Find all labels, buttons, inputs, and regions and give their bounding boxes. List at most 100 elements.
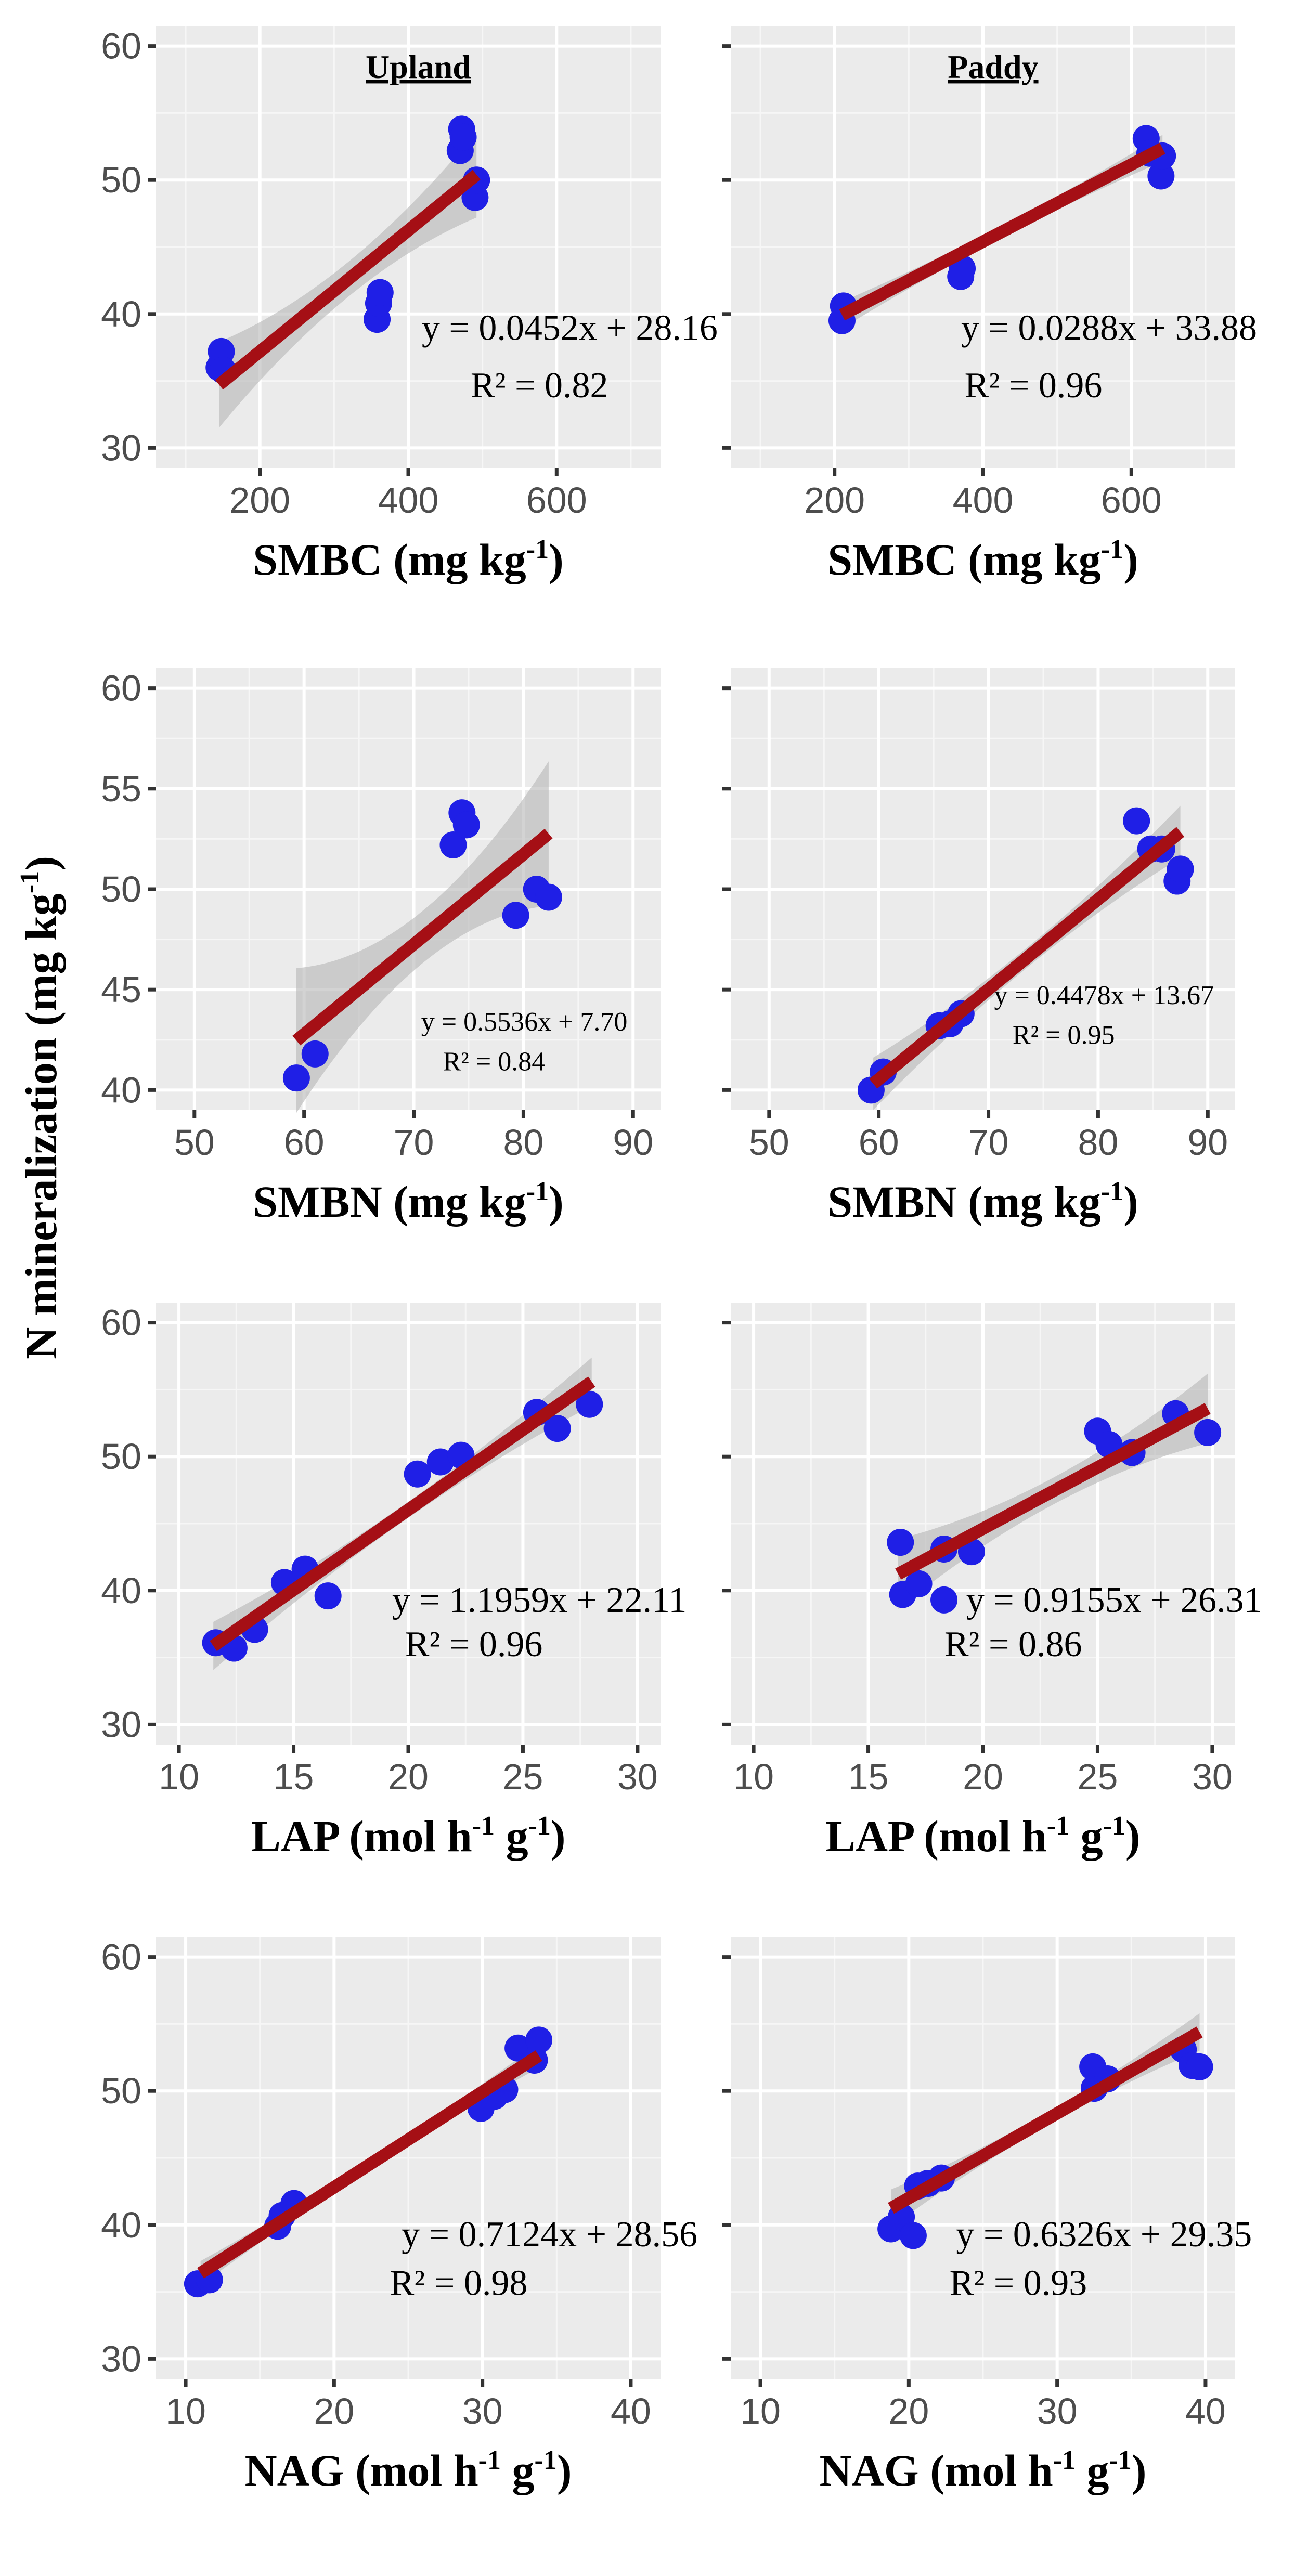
x-tick-label: 30 <box>462 2391 503 2431</box>
panels-container: 30 40 50 60 200 400 600 y = 0.0452x + 28.16 R² =… <box>101 26 1262 2495</box>
data-point <box>1147 162 1175 190</box>
y-tick-label: 55 <box>101 769 141 809</box>
y-tick-label: 40 <box>101 1070 141 1110</box>
scatter-panel-5: 30 40 50 60 10 15 20 25 30 y = 1.1959x + 22.11R² … <box>101 1303 687 1861</box>
y-tick-label: 30 <box>101 2338 141 2379</box>
x-tick-label: 10 <box>159 1757 199 1797</box>
x-tick-label: 60 <box>284 1122 325 1163</box>
x-tick-label: 90 <box>613 1122 653 1163</box>
data-point <box>525 2026 553 2054</box>
regression-line <box>888 2026 1203 2214</box>
r-squared-label: R² = 0.98 <box>390 2263 528 2304</box>
x-tick-label: 50 <box>174 1122 215 1163</box>
scatter-panel-8: 10 20 30 40 y = 0.6326x + 29.35 R² = 0.93 NAG … <box>722 1937 1252 2495</box>
y-tick-label: 60 <box>101 1303 141 1343</box>
data-point <box>576 1390 603 1418</box>
x-tick-label: 20 <box>388 1757 429 1797</box>
y-tick-label: 40 <box>101 1570 141 1611</box>
data-point <box>426 1448 454 1476</box>
regression-line <box>869 827 1185 1089</box>
regression-equation: y = 0.7124x + 28.56 <box>402 2215 697 2255</box>
x-tick-label: 600 <box>526 480 587 521</box>
x-tick-label: 90 <box>1187 1122 1228 1163</box>
regression-line <box>210 1376 595 1651</box>
x-tick-label: 600 <box>1101 480 1162 521</box>
scatter-panel-1: 30 40 50 60 200 400 600 y = 0.0452x + 28.16 R² =… <box>101 26 718 584</box>
x-tick-label: 25 <box>503 1757 543 1797</box>
x-tick-label: 30 <box>1037 2391 1078 2431</box>
scatter-panel-4: 50 60 70 80 90 y = 0.4478x + 13.67 R² = 0.95 SM… <box>722 668 1235 1227</box>
x-tick-label: 200 <box>229 480 290 521</box>
data-point <box>1194 1419 1222 1446</box>
regression-equation: y = 0.6326x + 29.35 <box>956 2215 1252 2255</box>
x-axis-title: SMBN (mg kg-1) <box>253 1177 564 1227</box>
x-axis-title: LAP (mol h-1 g-1) <box>251 1811 565 1861</box>
data-point <box>1123 807 1150 835</box>
x-tick-label: 10 <box>165 2391 206 2431</box>
data-point <box>899 2222 927 2249</box>
data-point <box>502 902 529 929</box>
x-tick-label: 20 <box>888 2391 929 2431</box>
x-tick-label: 40 <box>1185 2391 1226 2431</box>
data-point <box>439 831 467 858</box>
y-tick-label: 60 <box>101 1937 141 1977</box>
y-tick-label: 30 <box>101 1704 141 1745</box>
y-tick-label: 40 <box>101 2205 141 2245</box>
scatter-panel-2: 200 400 600 y = 0.0288x + 33.88 R² = 0.96 Pad… <box>722 26 1257 584</box>
y-tick-label: 40 <box>101 294 141 334</box>
y-tick-label: 60 <box>101 668 141 709</box>
x-tick-label: 400 <box>378 480 439 521</box>
x-tick-label: 30 <box>617 1757 658 1797</box>
data-point <box>366 279 394 306</box>
x-tick-label: 10 <box>740 2391 781 2431</box>
y-tick-label: 50 <box>101 1436 141 1477</box>
x-axis-title: NAG (mol h-1 g-1) <box>245 2445 572 2495</box>
data-point <box>449 123 477 151</box>
y-tick-label: 45 <box>101 969 141 1010</box>
regression-line <box>292 828 553 1046</box>
data-point <box>905 1570 933 1597</box>
data-point <box>282 1064 310 1092</box>
y-tick-label: 50 <box>101 869 141 909</box>
x-tick-label: 70 <box>968 1122 1009 1163</box>
x-tick-label: 200 <box>804 480 865 521</box>
x-axis-title: SMBC (mg kg-1) <box>827 535 1138 584</box>
x-tick-label: 70 <box>394 1122 434 1163</box>
regression-line <box>197 2050 542 2279</box>
regression-line <box>215 170 481 390</box>
r-squared-label: R² = 0.96 <box>405 1624 543 1664</box>
panel-title: Paddy <box>948 48 1038 85</box>
data-point <box>1167 855 1194 883</box>
x-tick-label: 80 <box>503 1122 543 1163</box>
r-squared-label: R² = 0.96 <box>965 366 1103 406</box>
x-tick-label: 10 <box>733 1757 774 1797</box>
x-tick-label: 400 <box>953 480 1014 521</box>
x-axis-title: LAP (mol h-1 g-1) <box>825 1811 1140 1861</box>
y-tick-label: 50 <box>101 2071 141 2111</box>
r-squared-label: R² = 0.82 <box>471 366 608 406</box>
x-tick-label: 80 <box>1078 1122 1118 1163</box>
data-point <box>1186 2053 1213 2080</box>
panel-title: Upland <box>366 48 471 85</box>
regression-equation: y = 0.4478x + 13.67 <box>994 981 1214 1010</box>
regression-equation: y = 0.9155x + 26.31 <box>966 1580 1262 1620</box>
regression-equation: y = 1.1959x + 22.11 <box>392 1580 687 1620</box>
r-squared-label: R² = 0.93 <box>950 2263 1087 2304</box>
x-axis-title: SMBC (mg kg-1) <box>253 535 564 584</box>
scatter-panel-3: 40 45 50 55 60 50 60 70 80 90 y = 0.5536x + 7.70 R²… <box>101 668 661 1227</box>
shared-y-axis-title: N mineralization (mg kg-1) <box>15 856 66 1359</box>
x-tick-label: 15 <box>848 1757 889 1797</box>
data-point <box>314 1582 342 1610</box>
r-squared-label: R² = 0.95 <box>1013 1021 1115 1050</box>
data-point <box>452 811 480 839</box>
x-tick-label: 15 <box>274 1757 314 1797</box>
regression-equation: y = 0.0288x + 33.88 <box>961 308 1257 348</box>
x-tick-label: 25 <box>1078 1757 1118 1797</box>
r-squared-label: R² = 0.84 <box>443 1047 546 1077</box>
data-point <box>543 1415 571 1442</box>
y-tick-label: 60 <box>101 26 141 67</box>
x-axis-title: SMBN (mg kg-1) <box>827 1177 1138 1227</box>
y-tick-label: 50 <box>101 160 141 200</box>
x-tick-label: 30 <box>1192 1757 1233 1797</box>
